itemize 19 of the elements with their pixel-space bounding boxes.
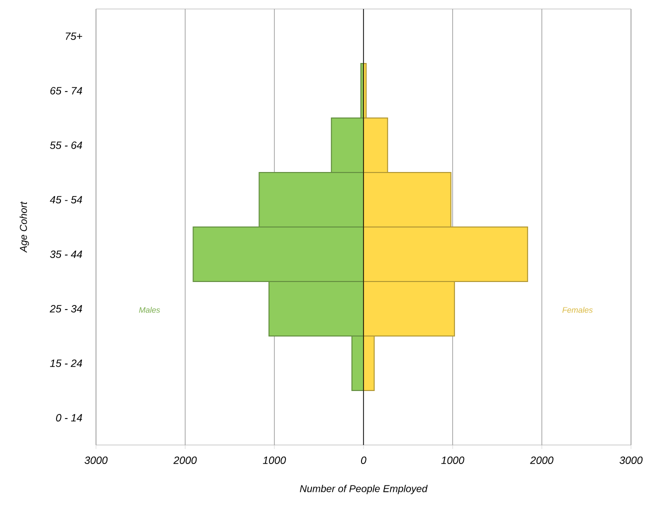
y-tick-label: 15 - 24 [50, 360, 82, 367]
x-axis-title: Number of People Employed [300, 484, 428, 494]
x-tick-label: 0 [361, 456, 366, 464]
text: Females [562, 306, 593, 313]
y-tick-label: 45 - 54 [50, 196, 82, 204]
y-tick-label: 25 - 34 [50, 305, 82, 312]
x-tick-label: 1000 [441, 456, 464, 464]
x-tick-label: 3000 [84, 456, 108, 464]
x-tick-label: 2000 [173, 456, 197, 464]
y-axis-title: Age Cohort [20, 201, 29, 253]
y-tick-label: 75+ [66, 32, 82, 40]
y-tick-label: 55 - 64 [50, 142, 82, 149]
y-tick-label: 0 - 14 [56, 414, 82, 422]
x-tick-label: 2000 [530, 456, 554, 464]
y-tick-label: 65 - 74 [50, 87, 82, 94]
text: Males [139, 306, 160, 313]
x-tick-label: 1000 [262, 456, 286, 464]
x-tick-label: 3000 [620, 456, 643, 464]
y-tick-label: 35 - 44 [50, 250, 82, 258]
